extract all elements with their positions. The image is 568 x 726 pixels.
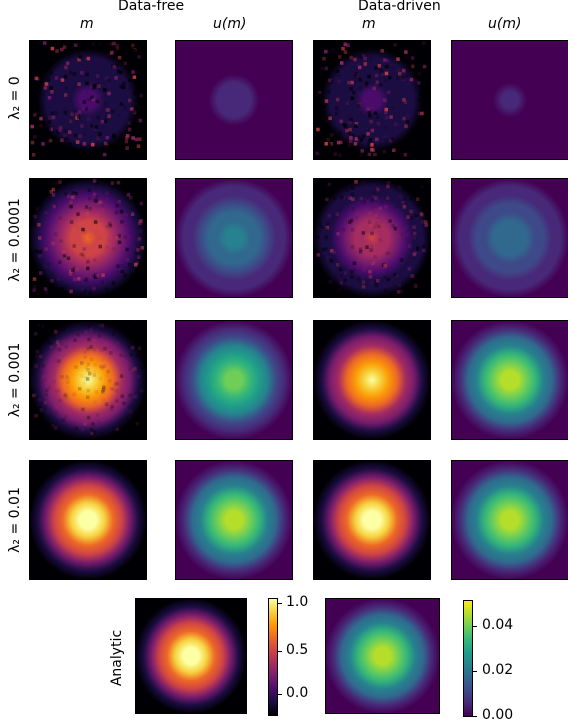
u-heatmap-row3-col1 [175, 460, 293, 580]
u-heatmap-row2-col1 [175, 320, 293, 440]
u-heatmap-row3-col3 [451, 460, 568, 580]
colorbar-u-tick-2: 0.02 [482, 662, 514, 678]
row-label-0: λ₂ = 0 [7, 76, 23, 120]
col-label-u-1: u(m) [213, 16, 247, 32]
row-label-3: λ₂ = 0.01 [7, 487, 23, 553]
row-label-analytic: Analytic [109, 629, 125, 687]
col-label-u-2: u(m) [488, 16, 522, 32]
colorbar-m-tick-3: 0.0 [286, 685, 309, 701]
analytic-u-heatmap [325, 598, 440, 714]
m-heatmap-row1-col0 [29, 178, 147, 298]
col-label-m-2: m [362, 16, 376, 32]
u-heatmap-row0-col1 [175, 40, 293, 160]
u-heatmap-row2-col3 [451, 320, 568, 440]
colorbar-m-tick-2: 0.5 [286, 642, 309, 658]
colorbar-m-tick-1: 1.0 [286, 594, 309, 610]
m-heatmap-row2-col0 [29, 320, 147, 440]
m-heatmap-row0-col2 [313, 40, 431, 160]
col-label-m-1: m [80, 16, 94, 32]
header-data-driven: Data-driven [358, 0, 441, 14]
analytic-m-heatmap [135, 598, 247, 714]
colorbar-u-tick-1: 0.04 [482, 617, 514, 633]
row-label-2: λ₂ = 0.001 [7, 342, 23, 418]
header-data-free: Data-free [118, 0, 185, 14]
row-label-1: λ₂ = 0.0001 [7, 198, 23, 282]
u-heatmap-row1-col3 [451, 178, 568, 298]
m-heatmap-row2-col2 [313, 320, 431, 440]
m-heatmap-row1-col2 [313, 178, 431, 298]
colorbar-u [463, 600, 473, 717]
u-heatmap-row0-col3 [451, 40, 568, 160]
u-heatmap-row1-col1 [175, 178, 293, 298]
m-heatmap-row3-col2 [313, 460, 431, 580]
m-heatmap-row3-col0 [29, 460, 147, 580]
colorbar-m [268, 598, 278, 716]
colorbar-u-tick-3: 0.00 [482, 707, 514, 723]
m-heatmap-row0-col0 [29, 40, 147, 160]
